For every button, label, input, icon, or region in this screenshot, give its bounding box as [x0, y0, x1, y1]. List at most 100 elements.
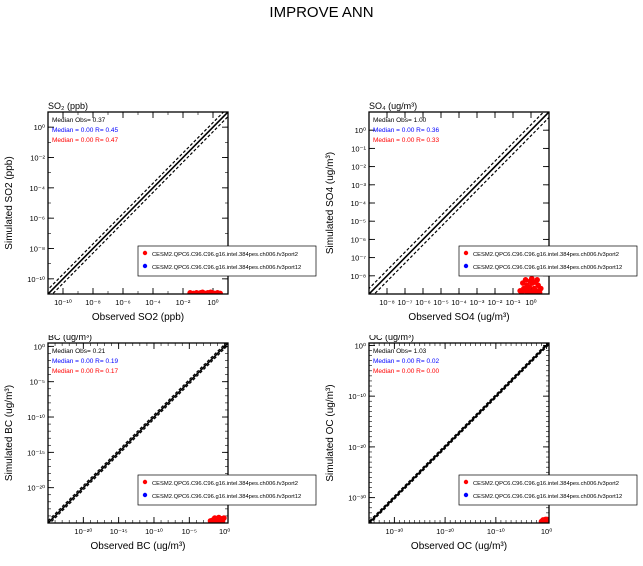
legend-label: CESM2.QPC6.C96.C96.g16.intel.384pes.ch00… [152, 481, 298, 487]
x-tick-label: 10⁰ [219, 527, 230, 536]
y-tick-label: 10⁻⁸ [30, 245, 45, 254]
x-tick-label: 10⁻³ [470, 298, 485, 307]
scatter-panel-so4: SO₄ (ug/m³)10⁻⁸ 10⁻⁷ 10⁻⁶ 10⁻⁵ 10⁻⁴ 10⁻³ 10⁻² 1… [325, 101, 638, 323]
legend-marker [463, 263, 469, 269]
data-point [524, 286, 531, 293]
y-tick-label: 10⁰ [34, 123, 45, 132]
stats-line: Median Obs= 1.03 [373, 348, 427, 355]
x-tick-label: 10⁻⁶ [115, 298, 130, 307]
y-axis-label: Simulated OC (ug/m³) [325, 384, 336, 481]
one-to-one-line [369, 112, 549, 294]
x-tick-label: 10⁻⁵ [182, 527, 197, 536]
y-tick-label: 10⁻³⁰ [348, 494, 366, 503]
data-point [217, 290, 223, 294]
y-tick-label: 10⁻³ [351, 181, 366, 190]
y-tick-label: 10⁻⁴ [350, 199, 366, 208]
scatter-panel-oc: OC (ug/m³) 10⁻³⁰ 10⁻²⁰ 10⁻¹⁰ 10⁰ 10⁻³⁰ 10⁻²⁰ 10… [325, 335, 638, 552]
legend-label: CESM2.QPC6.C96.C96.g16.intel.384pes.ch00… [473, 494, 622, 500]
data-points [538, 516, 549, 523]
stats-line: Median = 0.00 R= 0.19 [52, 358, 119, 365]
data-point [219, 515, 225, 522]
stats-line: Median = 0.00 R= 0.17 [52, 368, 119, 375]
legend-label: CESM2.QPC6.C96.C96.g16.intel.384pes.ch00… [152, 265, 301, 271]
legend-box [458, 474, 638, 506]
y-tick-label: 10⁻⁵ [30, 378, 45, 387]
factor-two-lower-line [49, 344, 228, 523]
panel-title: SO₄ (ug/m³) [369, 101, 417, 111]
legend-label: CESM2.QPC6.C96.C96.g16.intel.384pes.ch00… [473, 481, 619, 487]
x-tick-label: 10⁻¹ [506, 298, 521, 307]
x-tick-label: 10⁻²⁰ [74, 527, 92, 536]
x-axis-label: Observed SO2 (ppb) [92, 312, 184, 323]
legend-label: CESM2.QPC6.C96.C96.g16.intel.384pes.ch00… [473, 265, 622, 271]
x-tick-label: 10⁻⁷ [397, 298, 412, 307]
legend-marker [463, 250, 469, 256]
x-tick-label: 10⁰ [525, 298, 536, 307]
x-tick-label: 10⁻⁶ [415, 298, 430, 307]
x-tick-label: 10⁻³⁰ [385, 527, 403, 536]
x-tick-label: 10⁻² [176, 298, 191, 307]
factor-two-upper-line [48, 343, 227, 522]
reference-lines [369, 112, 549, 294]
x-tick-label: 10⁻¹⁰ [487, 527, 505, 536]
y-axis-label: Simulated BC (ug/m³) [4, 385, 15, 481]
data-points [187, 289, 223, 294]
legend-marker [142, 263, 148, 269]
data-point [197, 289, 204, 294]
stats-line: Median = 0.00 R= 0.45 [52, 127, 119, 134]
y-tick-label: 10⁻⁶ [351, 235, 366, 244]
panel-title: BC (ug/m³) [48, 335, 92, 342]
y-tick-label: 10⁰ [355, 341, 366, 350]
panel-title: SO₂ (ppb) [48, 101, 88, 111]
factor-two-lower-line [369, 343, 549, 523]
x-tick-label: 10⁻⁸ [85, 298, 100, 307]
x-tick-label: 10⁻⁸ [379, 298, 394, 307]
factor-two-upper-line [48, 112, 225, 291]
data-points [207, 514, 227, 523]
reference-lines [48, 112, 228, 294]
data-point [534, 277, 540, 283]
stats-line: Median = 0.00 R= 0.47 [52, 137, 119, 144]
one-to-one-line [369, 343, 549, 523]
plot-frame [47, 111, 229, 295]
legend-label: CESM2.QPC6.C96.C96.g16.intel.384pes.ch00… [473, 252, 619, 258]
x-tick-label: 10⁻² [488, 298, 503, 307]
y-tick-label: 10⁻¹⁰ [348, 392, 366, 401]
data-point [187, 289, 193, 294]
y-tick-label: 10⁻¹ [351, 144, 366, 153]
scatter-panel-bc: BC (ug/m³) 10⁻²⁰ 10⁻¹⁵ 10⁻¹⁰ 10⁻⁵ 10⁰ 10⁻²⁰ 10⁻… [4, 335, 317, 552]
y-tick-label: 10⁻⁴ [29, 184, 45, 193]
stats-line: Median Obs= 0.21 [52, 348, 106, 355]
scatter-panel-so2: SO₂ (ppb) 10⁻¹⁰ 10⁻⁸ 10⁻⁶ 10⁻⁴ 10⁻² 10⁰ 10⁻¹⁰ 10… [4, 101, 317, 323]
x-axis-label: Observed BC (ug/m³) [90, 541, 185, 552]
legend-box [137, 245, 317, 277]
panel-title: OC (ug/m³) [369, 335, 414, 342]
y-tick-label: 10⁻² [351, 163, 366, 172]
legend-marker [142, 479, 148, 485]
factor-two-lower-line [51, 115, 228, 294]
x-tick-label: 10⁰ [541, 527, 552, 536]
x-axis-label: Observed OC (ug/m³) [411, 541, 507, 552]
plot-frame [368, 111, 550, 295]
legend-label: CESM2.QPC6.C96.C96.g16.intel.384pes.ch00… [152, 252, 298, 258]
legend-marker [463, 479, 469, 485]
stats-line: Median = 0.00 R= 0.36 [373, 127, 440, 134]
y-tick-label: 10⁰ [355, 126, 366, 135]
data-points [517, 275, 544, 294]
y-tick-label: 10⁻¹⁵ [27, 448, 45, 457]
y-tick-label: 10⁻²⁰ [27, 484, 45, 493]
y-tick-label: 10⁻⁸ [351, 272, 366, 281]
reference-lines [48, 343, 228, 523]
stats-line: Median Obs= 1.00 [373, 117, 427, 124]
x-tick-label: 10⁻¹⁰ [54, 298, 72, 307]
y-axis-label: Simulated SO2 (ppb) [4, 156, 15, 249]
data-point [209, 517, 216, 523]
legend-marker [142, 250, 148, 256]
stats-line: Median = 0.00 R= 0.00 [373, 368, 440, 375]
y-tick-label: 10⁻²⁰ [348, 443, 366, 452]
plot-frame [47, 342, 229, 524]
data-point [522, 277, 529, 283]
y-tick-label: 10⁻¹⁰ [27, 275, 45, 284]
data-point [517, 287, 523, 294]
x-tick-label: 10⁰ [207, 298, 218, 307]
